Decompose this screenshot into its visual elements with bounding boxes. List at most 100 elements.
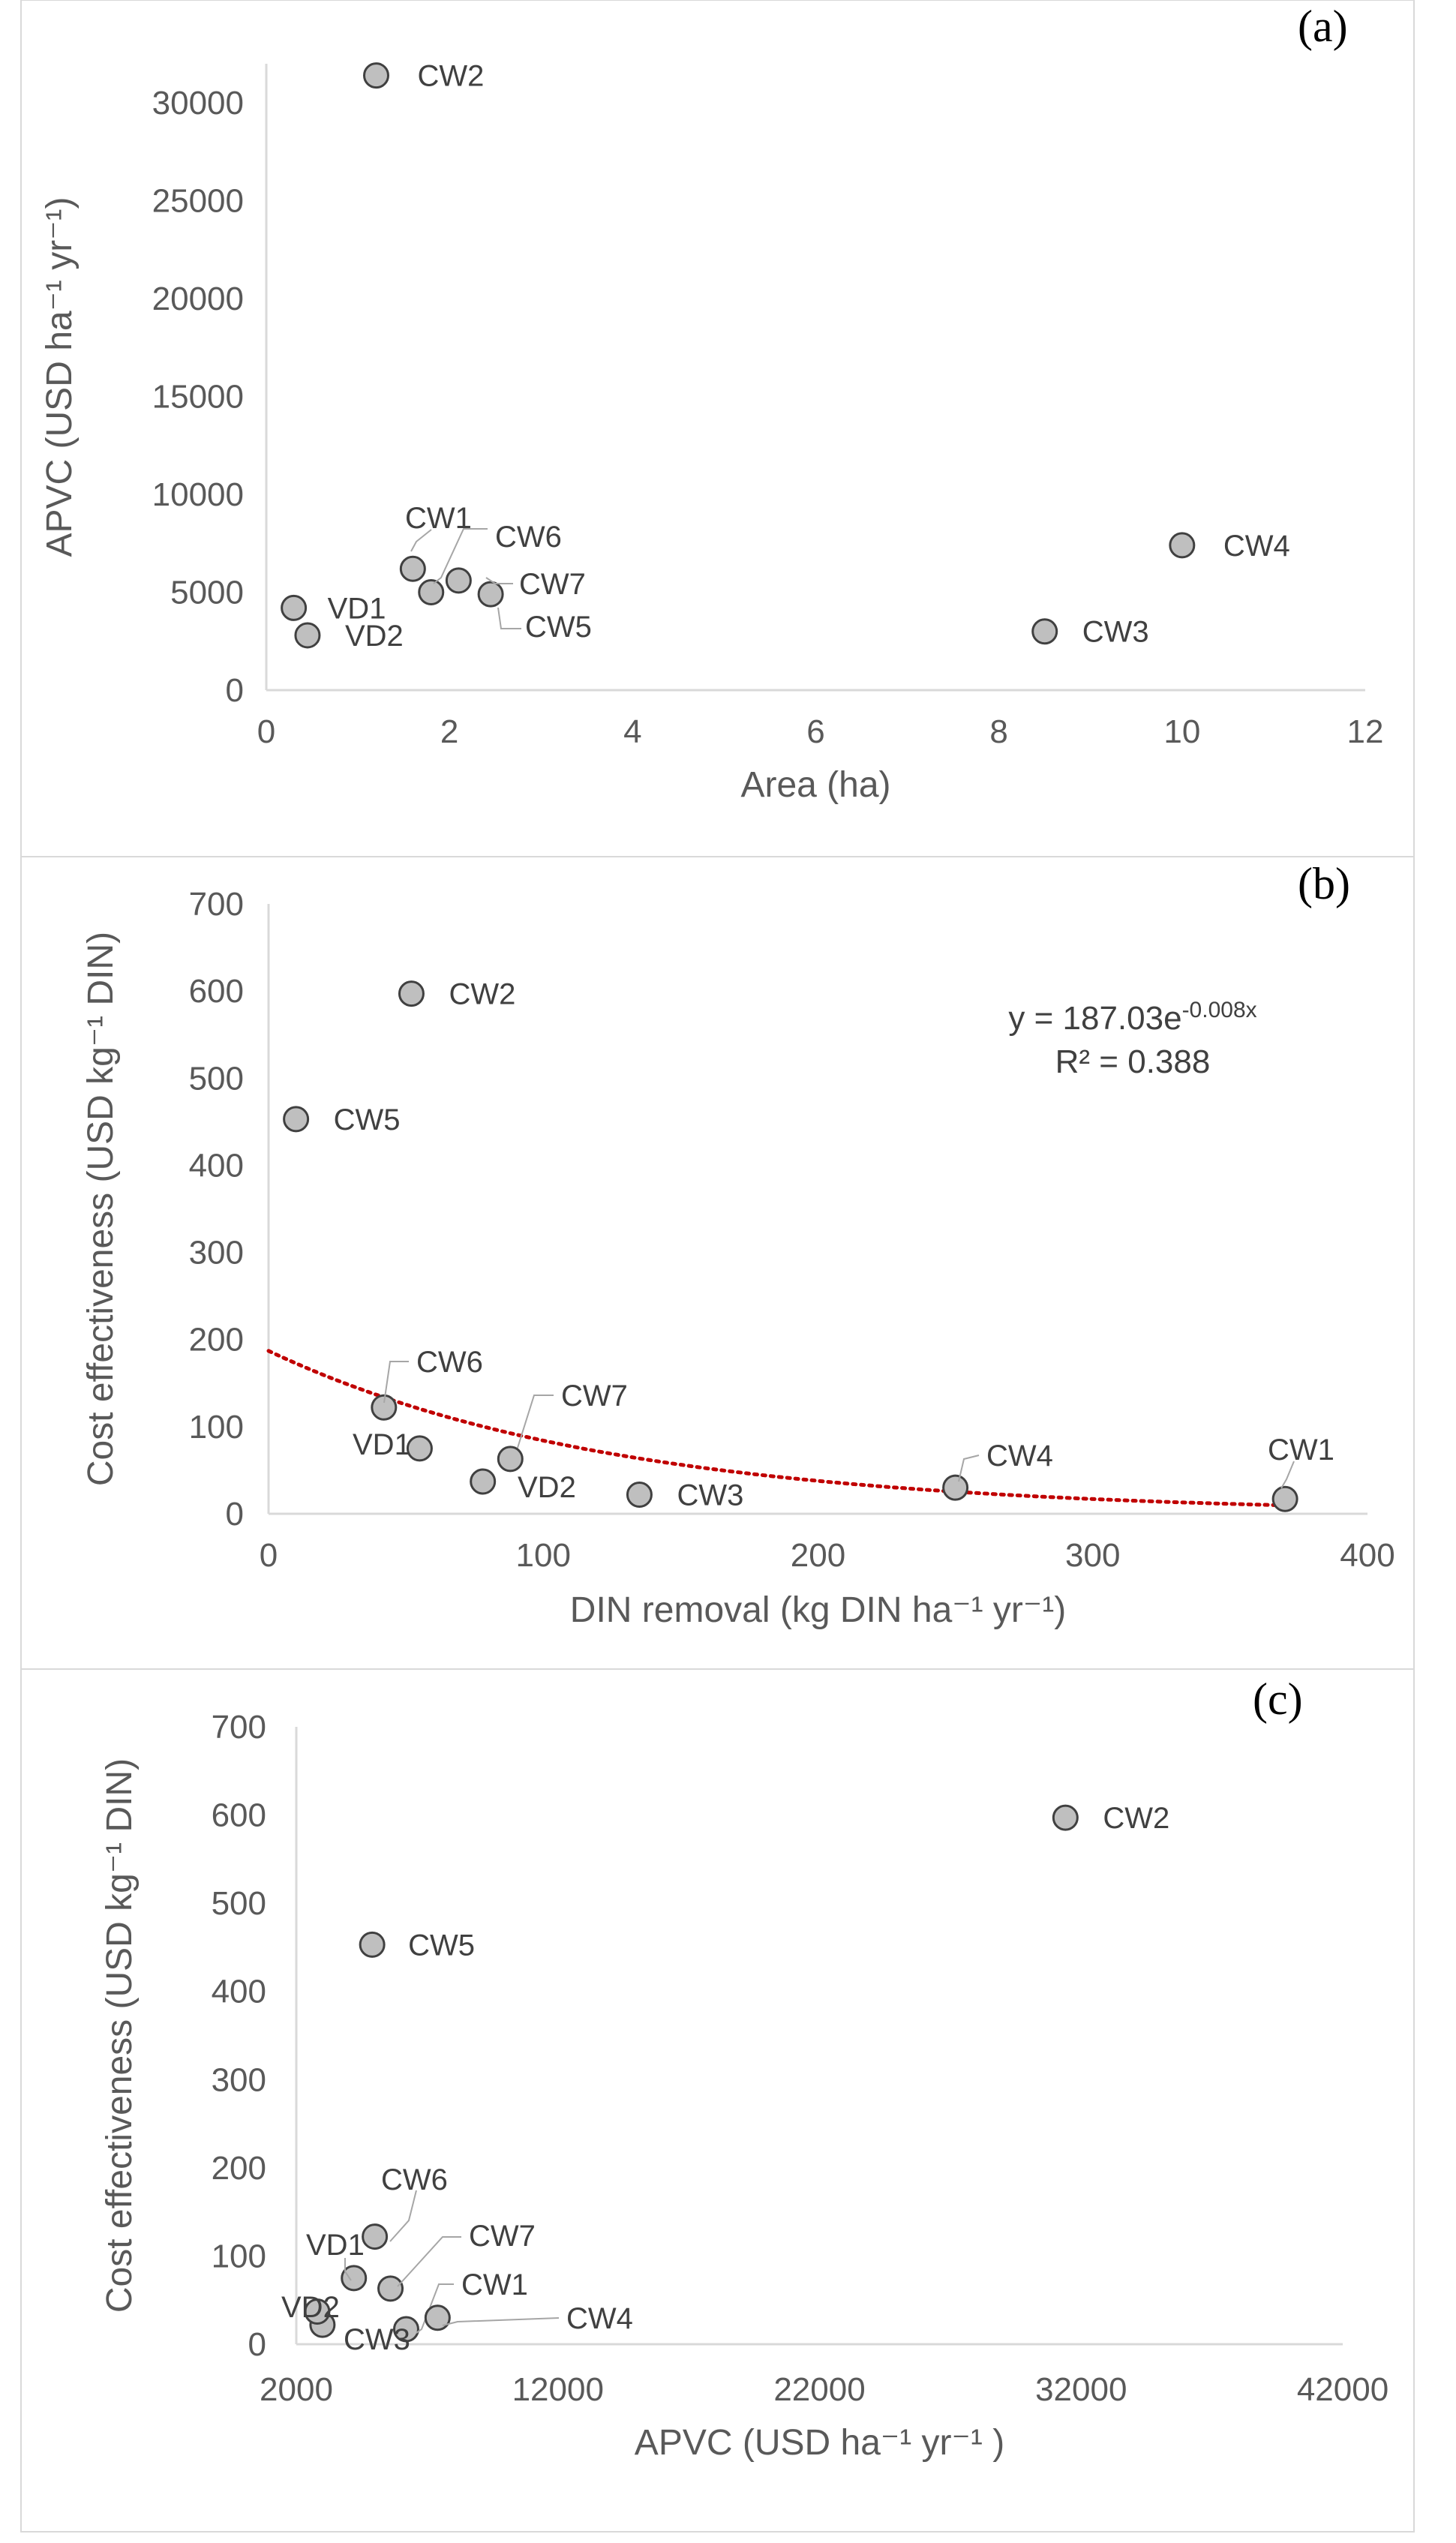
panel-frame (20, 1668, 1415, 2532)
point-label-cw3: CW3 (344, 2323, 410, 2356)
x-tick-label: 100 (516, 1537, 571, 1574)
point-cw3 (626, 1481, 653, 1508)
x-tick-label: 4 (623, 713, 641, 750)
point-cw5 (477, 581, 504, 608)
point-cw2 (398, 980, 425, 1007)
y-tick-label: 700 (212, 1709, 266, 1746)
point-label-cw5: CW5 (408, 1929, 475, 1962)
y-tick-label: 5000 (170, 575, 244, 611)
x-tick-label: 0 (260, 1537, 278, 1574)
point-cw7 (377, 2275, 404, 2302)
y-tick-label: 20000 (152, 281, 244, 317)
x-axis-title: APVC (USD ha⁻¹ yr⁻¹ ) (635, 2423, 1004, 2463)
panel-b: 0 100 200 300 400 500 600 700 0 100 200 300 400 DIN r… (20, 856, 1415, 1670)
y-axis-title: APVC (USD ha⁻¹ yr⁻¹) (40, 197, 80, 557)
equation-exponent: -0.008x (1182, 998, 1257, 1022)
r-squared: R² = 0.388 (1055, 1043, 1211, 1080)
y-tick-label: 300 (189, 1235, 244, 1272)
x-tick-label: 8 (989, 713, 1007, 750)
y-tick-label: 0 (226, 672, 244, 709)
point-label-cw6: CW6 (495, 521, 562, 554)
leader-line (485, 577, 513, 584)
point-cw3 (1031, 618, 1058, 645)
y-axis-title: Cost effectiveness (USD kg⁻¹ DIN) (81, 932, 121, 1486)
y-tick-label: 200 (189, 1322, 244, 1359)
x-tick-label: 12 (1347, 713, 1384, 750)
y-tick-label: 500 (212, 1885, 266, 1922)
point-cw7 (445, 567, 472, 594)
leader-line (517, 1395, 554, 1449)
point-label-cw3: CW3 (1082, 616, 1149, 649)
point-label-cw1: CW1 (1268, 1434, 1334, 1467)
y-tick-label: 400 (212, 1974, 266, 2010)
leader-line (442, 2317, 560, 2326)
leader-line (497, 607, 521, 629)
point-label-cw6: CW6 (416, 1346, 483, 1379)
point-label-cw7: CW7 (469, 2220, 536, 2253)
trendline (266, 1349, 1287, 1508)
leader-line (383, 1361, 409, 1404)
point-label-vd2: VD2 (281, 2291, 340, 2324)
point-cw5 (283, 1106, 310, 1133)
point-label-cw2: CW2 (1103, 1802, 1169, 1835)
point-label-vd1: VD1 (306, 2229, 365, 2262)
y-tick-label: 10000 (152, 476, 244, 513)
x-tick-label: 12000 (512, 2371, 604, 2408)
point-label-cw3: CW3 (677, 1479, 743, 1512)
point-label-vd2: VD2 (518, 1471, 576, 1504)
y-tick-label: 600 (212, 1797, 266, 1834)
point-label-cw4: CW4 (986, 1440, 1053, 1473)
point-label-cw5: CW5 (334, 1103, 401, 1136)
point-label-cw2: CW2 (418, 60, 485, 93)
y-tick-label: 0 (248, 2326, 266, 2363)
x-tick-label: 2000 (260, 2371, 333, 2408)
point-vd2 (304, 2298, 331, 2325)
point-label-cw7: CW7 (519, 568, 586, 601)
point-cw5 (359, 1931, 386, 1958)
x-tick-label: 400 (1340, 1537, 1394, 1574)
leader-line (958, 1455, 980, 1482)
leader-line (433, 528, 488, 584)
point-cw1 (392, 2316, 419, 2343)
point-label-cw4: CW4 (1223, 530, 1290, 563)
y-tick-label: 200 (212, 2150, 266, 2187)
trend-equation: y = 187.03e-0.008x (1008, 998, 1256, 1037)
leader-line (410, 529, 432, 552)
point-cw4 (942, 1474, 969, 1501)
x-tick-label: 32000 (1035, 2371, 1127, 2408)
point-vd2 (470, 1468, 497, 1495)
panel-label: (a) (1298, 2, 1348, 51)
point-label-cw2: CW2 (449, 978, 515, 1011)
point-label-cw5: CW5 (525, 611, 592, 644)
y-tick-label: 700 (189, 886, 244, 923)
point-cw1 (1271, 1485, 1298, 1512)
panel-a: 0 5000 10000 15000 20000 25000 30000 0 2 4 6 8 10 12 A… (20, 0, 1415, 857)
y-axis-title: Cost effectiveness (USD kg⁻¹ DIN) (100, 1758, 140, 2313)
point-cw4 (424, 2304, 451, 2331)
panel-label: (c) (1253, 1674, 1303, 1724)
leader-line (1280, 1461, 1295, 1489)
point-cw6 (362, 2223, 389, 2250)
point-vd1 (341, 2265, 368, 2292)
y-tick-label: 30000 (152, 85, 244, 122)
x-axis-title: Area (ha) (740, 765, 890, 805)
point-vd1 (406, 1435, 433, 1462)
leader-line (416, 2283, 454, 2334)
point-cw2 (363, 62, 389, 89)
x-tick-label: 22000 (773, 2371, 865, 2408)
y-tick-label: 15000 (152, 379, 244, 416)
x-tick-label: 2 (440, 713, 458, 750)
x-axis-title: DIN removal (kg DIN ha⁻¹ yr⁻¹) (570, 1590, 1066, 1630)
x-tick-label: 10 (1163, 713, 1200, 750)
x-tick-label: 42000 (1297, 2371, 1388, 2408)
point-cw1 (399, 555, 426, 582)
point-label-vd1: VD1 (353, 1428, 411, 1461)
point-cw4 (1169, 532, 1196, 559)
point-label-cw1: CW1 (461, 2268, 528, 2301)
y-tick-label: 0 (226, 1496, 244, 1533)
point-vd1 (281, 594, 308, 621)
leader-line (389, 2190, 417, 2242)
y-tick-label: 400 (189, 1147, 244, 1184)
point-label-cw7: CW7 (561, 1380, 628, 1413)
